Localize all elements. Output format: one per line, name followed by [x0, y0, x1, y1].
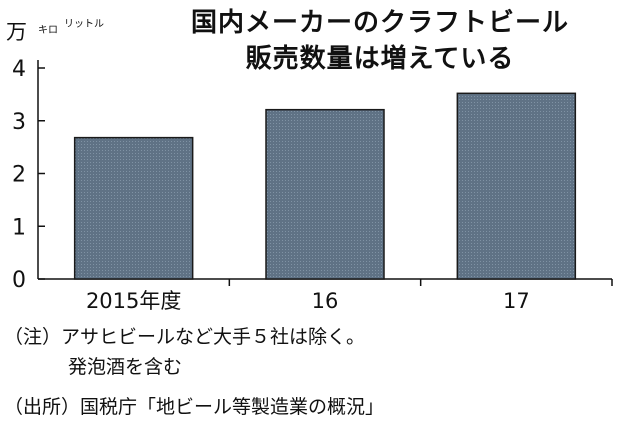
y-tick-label: 0: [12, 268, 26, 293]
note-line-2: 発泡酒を含む: [68, 356, 183, 378]
chart-title-line-1: 国内メーカーのクラフトビール: [190, 8, 569, 38]
y-tick-label: 1: [12, 215, 26, 240]
y-axis-unit-litre: リットル: [64, 19, 104, 30]
bar: [265, 108, 385, 280]
bar: [456, 92, 577, 280]
y-tick-label: 2: [12, 163, 26, 188]
y-axis-unit-kilo: キロ: [38, 25, 58, 36]
x-tick-label: 2015年度: [86, 289, 181, 313]
bar: [73, 136, 194, 280]
source-note: （出所）国税庁「地ビール等製造業の概況」: [4, 396, 385, 418]
y-axis-unit: 万: [6, 20, 27, 44]
y-tick-label: 4: [12, 57, 26, 82]
chart-title-line-2: 販売数量は増えている: [245, 44, 515, 74]
y-tick-label: 3: [12, 110, 26, 135]
note-line-1: （注）アサヒビールなど大手５社は除く。: [4, 326, 366, 348]
x-tick-label: 16: [312, 289, 339, 313]
x-tick-label: 17: [503, 289, 530, 313]
